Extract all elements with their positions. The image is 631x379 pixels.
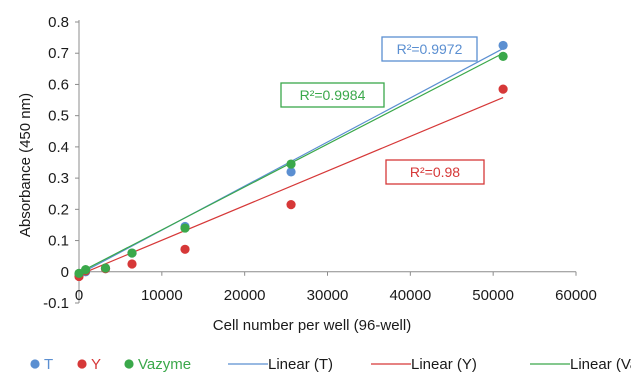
r2-box xyxy=(280,82,385,108)
point-vazyme xyxy=(286,159,296,169)
r2-labels: R²=0.9972 R²=0.98 R²=0.9984 xyxy=(280,36,485,185)
r2-text: R²=0.98 xyxy=(410,164,460,180)
point-vazyme xyxy=(498,51,508,61)
r2-label-t: R²=0.9972 xyxy=(381,36,478,62)
y-tick-label: -0.1 xyxy=(43,295,69,312)
legend-marker-t xyxy=(30,359,40,369)
legend-marker-vazyme xyxy=(124,359,134,369)
point-y xyxy=(127,259,137,269)
axes: -0.1 0 0.1 0.2 0.3 0.4 0.5 0.6 0.7 0.8 0 10000 20000… xyxy=(43,14,597,312)
point-vazyme xyxy=(100,263,111,273)
legend-label-vazyme: Vazyme xyxy=(138,356,191,373)
r2-box xyxy=(385,159,485,185)
r2-label-vazyme: R²=0.9984 xyxy=(280,82,385,108)
legend: T Y Vazyme Linear (T) Linear (Y) Linear (Vazy… xyxy=(30,356,631,373)
r2-box xyxy=(381,36,478,62)
x-tick-label: 0 xyxy=(75,287,83,304)
y-axis-title: Absorbance (450 nm) xyxy=(17,93,34,237)
x-tick-label: 20000 xyxy=(224,287,266,304)
r2-text: R²=0.9972 xyxy=(397,41,463,57)
legend-trend-label-vazyme: Linear (Vazyme) xyxy=(570,356,631,373)
point-t xyxy=(498,40,508,51)
point-y xyxy=(180,244,190,254)
legend-trend-label-y: Linear (Y) xyxy=(411,356,477,373)
x-tick-label: 10000 xyxy=(141,287,183,304)
y-tick-label: 0.8 xyxy=(48,14,69,31)
x-tick-label: 40000 xyxy=(389,287,431,304)
x-axis-title: Cell number per well (96-well) xyxy=(213,317,411,334)
y-tick-label: 0 xyxy=(61,264,69,281)
legend-label-y: Y xyxy=(91,356,101,373)
y-tick-label: 0.4 xyxy=(48,139,69,156)
point-vazyme xyxy=(81,264,91,275)
point-vazyme xyxy=(180,223,190,233)
legend-marker-y xyxy=(77,359,87,369)
y-tick-label: 0.2 xyxy=(48,201,69,218)
point-vazyme xyxy=(127,248,137,258)
x-tick-label: 30000 xyxy=(307,287,349,304)
y-tick-label: 0.1 xyxy=(48,233,69,250)
y-tick-label: 0.3 xyxy=(48,170,69,187)
point-t xyxy=(286,167,296,177)
x-tick-label: 50000 xyxy=(472,287,514,304)
y-tick-label: 0.6 xyxy=(48,76,69,93)
point-y xyxy=(498,84,508,94)
y-tick-label: 0.7 xyxy=(48,45,69,62)
data-points xyxy=(74,40,508,282)
r2-label-y: R²=0.98 xyxy=(385,159,485,185)
legend-label-t: T xyxy=(44,356,53,373)
r2-text: R²=0.9984 xyxy=(300,87,366,103)
y-tick-label: 0.5 xyxy=(48,108,69,125)
legend-trend-label-t: Linear (T) xyxy=(268,356,333,373)
x-tick-label: 60000 xyxy=(555,287,597,304)
point-y xyxy=(286,200,296,210)
trend-line-y xyxy=(78,97,504,276)
